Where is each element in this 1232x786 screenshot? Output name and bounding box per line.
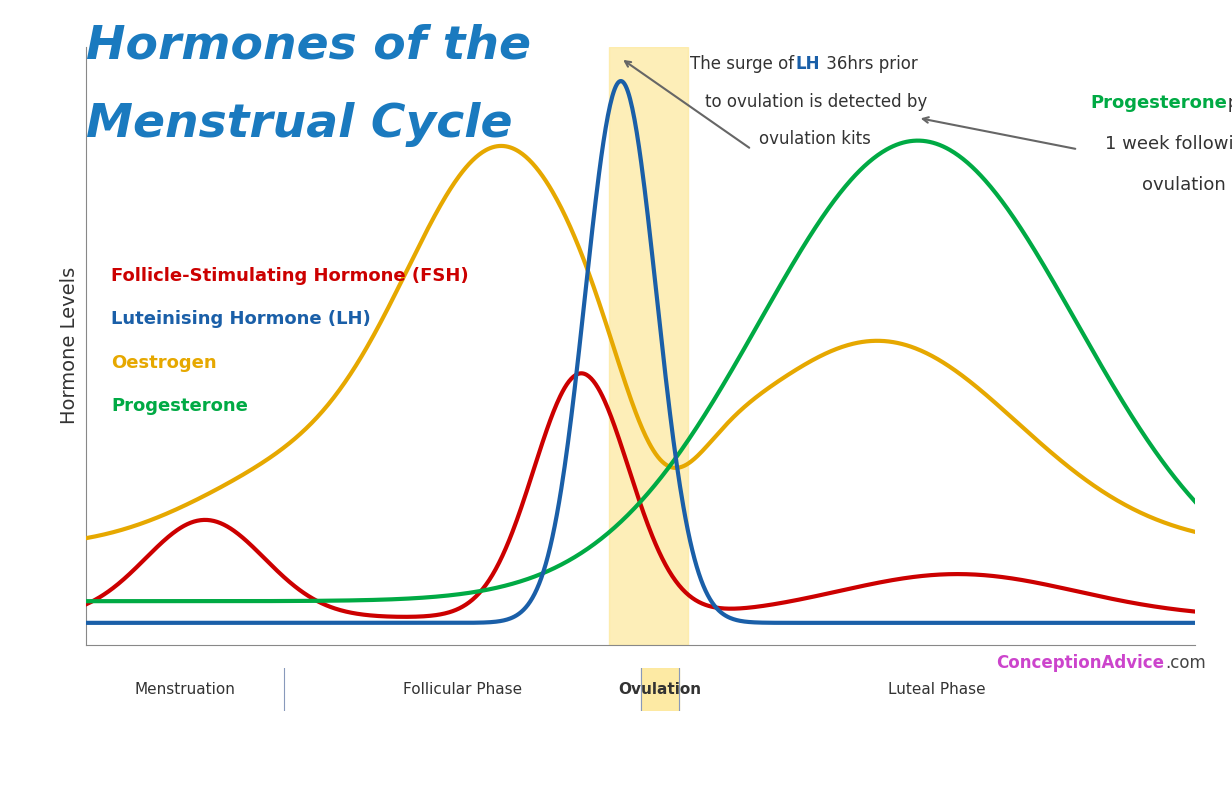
Text: Ovulation: Ovulation xyxy=(618,682,701,697)
Bar xyxy=(609,47,689,645)
Bar xyxy=(641,668,680,711)
Text: Follicular Phase: Follicular Phase xyxy=(403,682,521,697)
Text: Menstrual Cycle: Menstrual Cycle xyxy=(86,102,513,147)
Text: ConceptionAdvice: ConceptionAdvice xyxy=(997,654,1164,672)
Text: Oestrogen: Oestrogen xyxy=(111,354,217,372)
Text: ovulation kits: ovulation kits xyxy=(759,130,871,149)
Text: Start of Cycle: Start of Cycle xyxy=(108,732,246,750)
Text: Progesterone: Progesterone xyxy=(111,397,248,415)
Text: Follicle-Stimulating Hormone (FSH): Follicle-Stimulating Hormone (FSH) xyxy=(111,267,468,285)
Text: LH: LH xyxy=(796,55,821,73)
Text: 36hrs prior: 36hrs prior xyxy=(821,55,918,73)
Text: Day 7: Day 7 xyxy=(329,732,387,750)
Text: Day 14: Day 14 xyxy=(609,732,678,750)
Text: ovulation: ovulation xyxy=(1142,176,1226,194)
Text: Luteal Phase: Luteal Phase xyxy=(888,682,986,697)
Text: The surge of: The surge of xyxy=(690,55,800,73)
Text: Day 21: Day 21 xyxy=(888,732,958,750)
Text: Day 28: Day 28 xyxy=(1101,732,1170,750)
Y-axis label: Hormone Levels: Hormone Levels xyxy=(60,267,79,424)
Text: Menstruation: Menstruation xyxy=(134,682,235,697)
Text: .com: .com xyxy=(1165,654,1206,672)
Text: to ovulation is detected by: to ovulation is detected by xyxy=(705,93,926,111)
Text: Progesterone: Progesterone xyxy=(1090,94,1227,112)
Text: peaks: peaks xyxy=(1222,94,1232,112)
Text: Hormones of the: Hormones of the xyxy=(86,24,531,68)
Text: Luteinising Hormone (LH): Luteinising Hormone (LH) xyxy=(111,310,371,329)
Text: 1 week following: 1 week following xyxy=(1105,135,1232,153)
